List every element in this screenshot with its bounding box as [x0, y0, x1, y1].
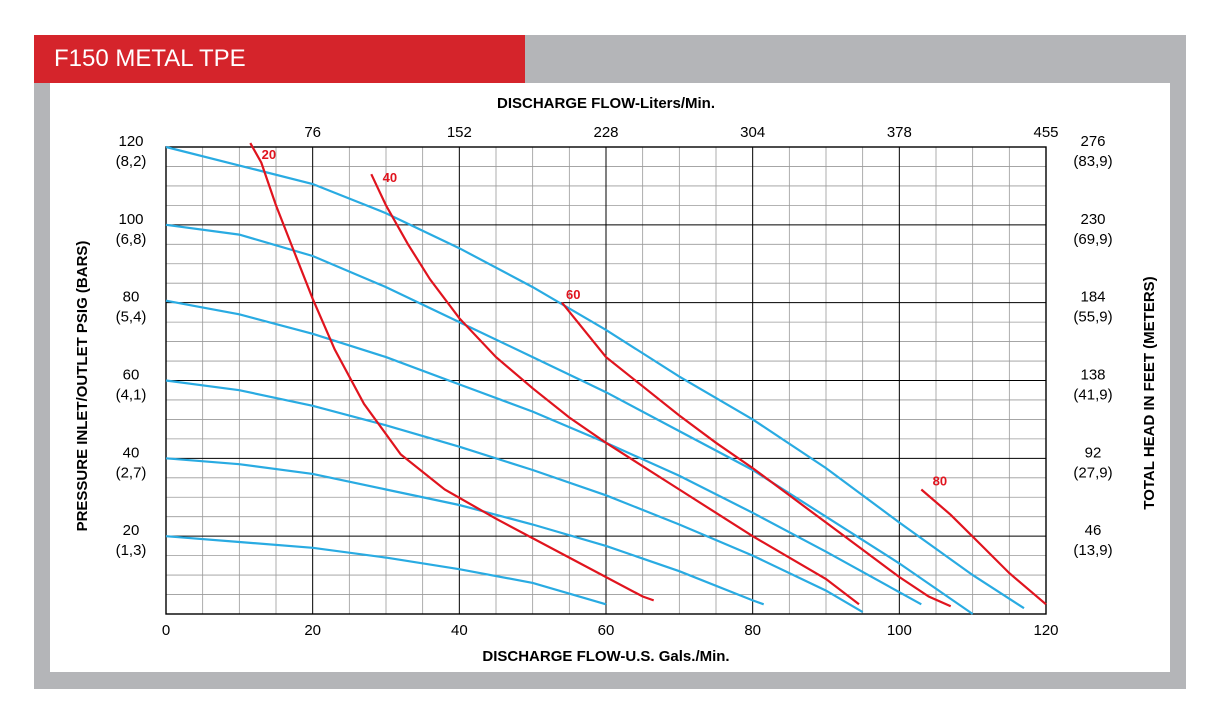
- air-curve-80: [920, 488, 1047, 606]
- pressure-curve: [165, 379, 864, 614]
- y-left-tick-sublabel: (2,7): [116, 464, 147, 481]
- chart-panel: 20 40 60 80 0 20 40 60 80 100 120 76 152 228 304 378 455…: [50, 83, 1170, 672]
- y-right-tick-label: 46: [1085, 522, 1102, 539]
- x-top-tick-label: 152: [447, 124, 472, 141]
- x-bottom-tick-label: 60: [598, 622, 615, 639]
- y-left-tick-label: 80: [123, 289, 140, 306]
- air-curve-label: 20: [262, 147, 276, 162]
- y-left-tick-label: 40: [123, 444, 140, 461]
- air-curve-label: 80: [933, 474, 947, 489]
- y-left-tick-sublabel: (4,1): [116, 387, 147, 404]
- air-curve-label: 60: [566, 287, 580, 302]
- x-bottom-tick-label: 0: [162, 622, 170, 639]
- x-bottom-tick-label: 120: [1033, 622, 1058, 639]
- y-right-tick-label: 276: [1080, 133, 1105, 150]
- air-curve-label: 40: [383, 170, 397, 185]
- y-right-tick-sublabel: (13,9): [1073, 542, 1112, 559]
- pressure-curve: [165, 145, 1025, 610]
- y-right-tick-sublabel: (69,9): [1073, 231, 1112, 248]
- x-top-tick-label: 304: [740, 124, 765, 141]
- title-bar: F150 METAL TPE: [34, 35, 525, 83]
- y-right-tick-label: 230: [1080, 211, 1105, 228]
- y-left-tick-label: 100: [118, 211, 143, 228]
- air-curve-20: [249, 142, 655, 602]
- y-right-tick-label: 184: [1080, 289, 1105, 306]
- pressure-curve: [165, 299, 922, 606]
- y-right-tick-sublabel: (83,9): [1073, 153, 1112, 170]
- y-left-tick-label: 20: [123, 522, 140, 539]
- x-bottom-tick-label: 80: [744, 622, 761, 639]
- y-right-tick-sublabel: (27,9): [1073, 464, 1112, 481]
- y-left-tick-sublabel: (6,8): [116, 231, 147, 248]
- pressure-curve: [165, 223, 974, 615]
- x-top-tick-label: 228: [593, 124, 618, 141]
- x-bottom-tick-label: 100: [887, 622, 912, 639]
- y-right-tick-sublabel: (55,9): [1073, 309, 1112, 326]
- y-right-tick-sublabel: (41,9): [1073, 387, 1112, 404]
- x-top-tick-label: 76: [304, 124, 321, 141]
- y-right-tick-label: 138: [1080, 367, 1105, 384]
- chart-title: F150 METAL TPE: [54, 45, 246, 72]
- x-bottom-axis-title: DISCHARGE FLOW-U.S. Gals./Min.: [482, 648, 729, 665]
- y-right-tick-label: 92: [1085, 444, 1102, 461]
- y-left-tick-sublabel: (1,3): [116, 542, 147, 559]
- y-left-axis-title: PRESSURE INLET/OUTLET PSIG (BARS): [74, 241, 91, 532]
- y-left-tick-label: 120: [118, 133, 143, 150]
- air-curve-60: [561, 302, 952, 608]
- y-left-tick-sublabel: (5,4): [116, 309, 147, 326]
- x-top-axis-title: DISCHARGE FLOW-Liters/Min.: [497, 95, 715, 112]
- pump-curve-chart: 20 40 60 80 0 20 40 60 80 100 120 76 152 228 304 378 455…: [74, 95, 1158, 665]
- x-top-tick-label: 455: [1033, 124, 1058, 141]
- y-left-tick-label: 60: [123, 367, 140, 384]
- pressure-curve: [165, 457, 765, 606]
- air-curve-40: [370, 173, 860, 606]
- x-bottom-tick-label: 40: [451, 622, 468, 639]
- y-right-axis-title: TOTAL HEAD IN FEET (METERS): [1141, 276, 1158, 509]
- y-left-tick-sublabel: (8,2): [116, 153, 147, 170]
- x-bottom-tick-label: 20: [304, 622, 321, 639]
- x-top-tick-label: 378: [887, 124, 912, 141]
- pressure-curve: [165, 535, 607, 606]
